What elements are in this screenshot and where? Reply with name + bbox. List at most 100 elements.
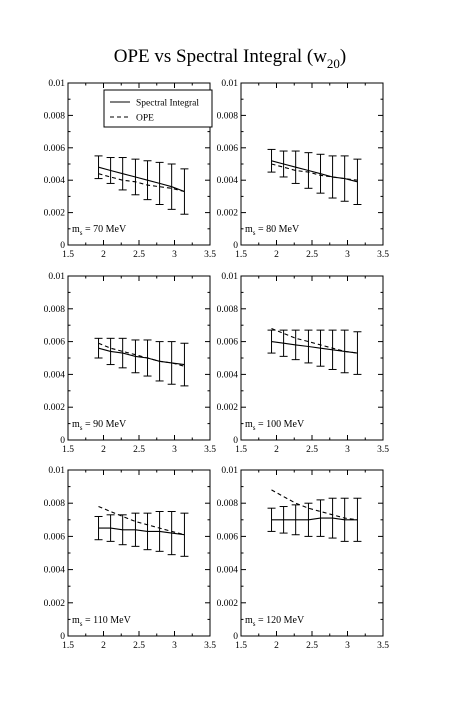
x-tick-label: 2.5	[133, 445, 145, 455]
x-tick-label: 1.5	[235, 445, 247, 455]
y-tick-label: 0.008	[217, 305, 239, 315]
plot-frame	[67, 275, 211, 441]
spectral-integral-series-line	[271, 517, 358, 521]
x-tick-label: 1.5	[235, 641, 247, 651]
legend-entry: OPE	[136, 114, 154, 124]
ope-series-line	[98, 505, 185, 536]
mass-label-subscript: s	[253, 620, 256, 628]
y-tick-label: 0.008	[217, 111, 239, 121]
x-tick-label: 2	[274, 445, 279, 455]
y-tick-label: 0.01	[221, 272, 238, 282]
y-tick-label: 0.002	[217, 599, 239, 609]
y-tick-label: 0.006	[44, 144, 66, 154]
y-tick-label: 0.002	[44, 209, 66, 219]
plot-frame	[67, 469, 211, 637]
mass-label-symbol: m	[72, 615, 80, 626]
x-tick-label: 3	[172, 445, 177, 455]
y-tick-label: 0.01	[48, 466, 65, 476]
ope-series-line	[98, 342, 185, 367]
ope-series-line	[271, 489, 358, 521]
plot-frame	[240, 82, 384, 246]
y-tick-label: 0.008	[44, 111, 66, 121]
x-tick-label: 2	[274, 250, 279, 260]
x-tick-label: 2.5	[306, 250, 318, 260]
x-tick-label: 3	[345, 445, 350, 455]
mass-label: ms = 90 MeV	[72, 419, 127, 432]
mass-label-value: = 110 MeV	[83, 615, 132, 626]
x-tick-label: 3.5	[204, 250, 216, 260]
mass-label: ms = 80 MeV	[245, 224, 300, 237]
x-tick-label: 1.5	[235, 250, 247, 260]
x-tick-label: 3	[172, 250, 177, 260]
y-tick-label: 0.006	[44, 338, 66, 348]
spectral-integral-series-line	[271, 341, 358, 354]
panel-5: 1.5 2 2.5 3 3.5 0 0.002 0.004 0.006 0.008 0.01 ms =…	[44, 466, 217, 651]
mass-label-symbol: m	[245, 615, 253, 626]
y-tick-label: 0	[233, 436, 238, 446]
x-tick-label: 3	[345, 250, 350, 260]
y-tick-label: 0.004	[44, 566, 66, 576]
panel-6: 1.5 2 2.5 3 3.5 0 0.002 0.004 0.006 0.008 0.01 ms =…	[217, 466, 390, 651]
x-tick-label: 2	[101, 250, 106, 260]
y-tick-label: 0	[60, 436, 65, 446]
y-tick-label: 0	[233, 241, 238, 251]
x-tick-label: 3	[172, 641, 177, 651]
mass-label: ms = 100 MeV	[245, 419, 305, 432]
x-tick-label: 2.5	[133, 250, 145, 260]
ope-series-line	[271, 163, 358, 181]
y-tick-label: 0.01	[221, 466, 238, 476]
ope-series-line	[271, 327, 358, 354]
mass-label-subscript: s	[80, 229, 83, 237]
y-tick-label: 0.01	[221, 79, 238, 89]
x-tick-label: 2	[274, 641, 279, 651]
y-tick-label: 0.004	[217, 566, 239, 576]
figure-title-subscript: 20	[327, 56, 340, 71]
mass-label-value: = 80 MeV	[256, 224, 300, 235]
plot-frame	[240, 275, 384, 441]
spectral-integral-series-line	[98, 527, 185, 536]
mass-label-value: = 70 MeV	[83, 224, 127, 235]
mass-label: ms = 120 MeV	[245, 615, 305, 628]
x-tick-label: 1.5	[62, 250, 74, 260]
mass-label-symbol: m	[72, 224, 80, 235]
figure-title-close: )	[340, 46, 346, 67]
y-tick-label: 0.004	[217, 370, 239, 380]
y-tick-label: 0.006	[217, 338, 239, 348]
mass-label-value: = 120 MeV	[256, 615, 305, 626]
mass-label-value: = 100 MeV	[256, 419, 305, 430]
y-tick-label: 0.004	[44, 370, 66, 380]
mass-label-subscript: s	[80, 620, 83, 628]
y-tick-label: 0.002	[217, 209, 239, 219]
panel-4: 1.5 2 2.5 3 3.5 0 0.002 0.004 0.006 0.008 0.01 ms =…	[217, 272, 390, 455]
legend-box	[103, 89, 213, 128]
plot-frame	[240, 469, 384, 637]
figure-title: OPE vs Spectral Integral (w20)	[114, 46, 347, 71]
legend-entry: Spectral Integral	[136, 99, 199, 109]
x-tick-label: 3.5	[377, 641, 389, 651]
ope-series-line	[98, 173, 185, 193]
mass-label-subscript: s	[253, 424, 256, 432]
mass-label-value: = 90 MeV	[83, 419, 127, 430]
x-tick-label: 1.5	[62, 641, 74, 651]
y-tick-label: 0.006	[217, 532, 239, 542]
x-tick-label: 2	[101, 641, 106, 651]
y-tick-label: 0.004	[217, 176, 239, 186]
x-tick-label: 3.5	[377, 250, 389, 260]
mass-label: ms = 70 MeV	[72, 224, 127, 237]
mass-label-symbol: m	[245, 224, 253, 235]
figure-title-main: OPE vs Spectral Integral (w	[114, 46, 327, 67]
mass-label-subscript: s	[80, 424, 83, 432]
x-tick-label: 2.5	[306, 641, 318, 651]
y-tick-label: 0.002	[217, 403, 239, 413]
y-tick-label: 0.002	[44, 403, 66, 413]
y-tick-label: 0.008	[217, 499, 239, 509]
y-tick-label: 0.006	[217, 144, 239, 154]
y-tick-label: 0	[60, 632, 65, 642]
mass-label-subscript: s	[253, 229, 256, 237]
y-tick-label: 0.01	[48, 79, 65, 89]
x-tick-label: 3	[345, 641, 350, 651]
x-tick-label: 3.5	[204, 445, 216, 455]
spectral-integral-series-line	[98, 166, 185, 193]
